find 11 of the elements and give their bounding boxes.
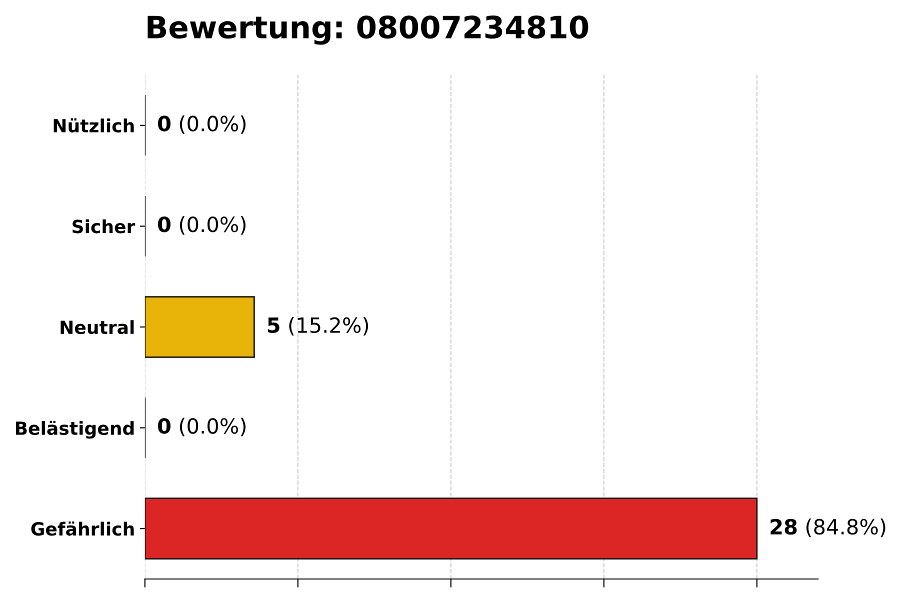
chart-title: Bewertung: 08007234810: [148, 16, 588, 45]
data-label: 5 (15.2%): [268, 316, 368, 336]
y-tick-label: Nützlich: [54, 118, 134, 133]
y-tick-label: Gefährlich: [31, 521, 134, 536]
data-label: 0 (0.0%): [158, 115, 246, 134]
data-label: 28 (84.8%): [770, 518, 886, 538]
y-tick-label: Belästigend: [16, 420, 134, 439]
y-tick-label: Sicher: [72, 219, 136, 234]
data-label: 0 (0.0%): [158, 216, 246, 235]
y-tick-label: Neutral: [60, 320, 134, 334]
data-label: 0 (0.0%): [158, 418, 246, 436]
